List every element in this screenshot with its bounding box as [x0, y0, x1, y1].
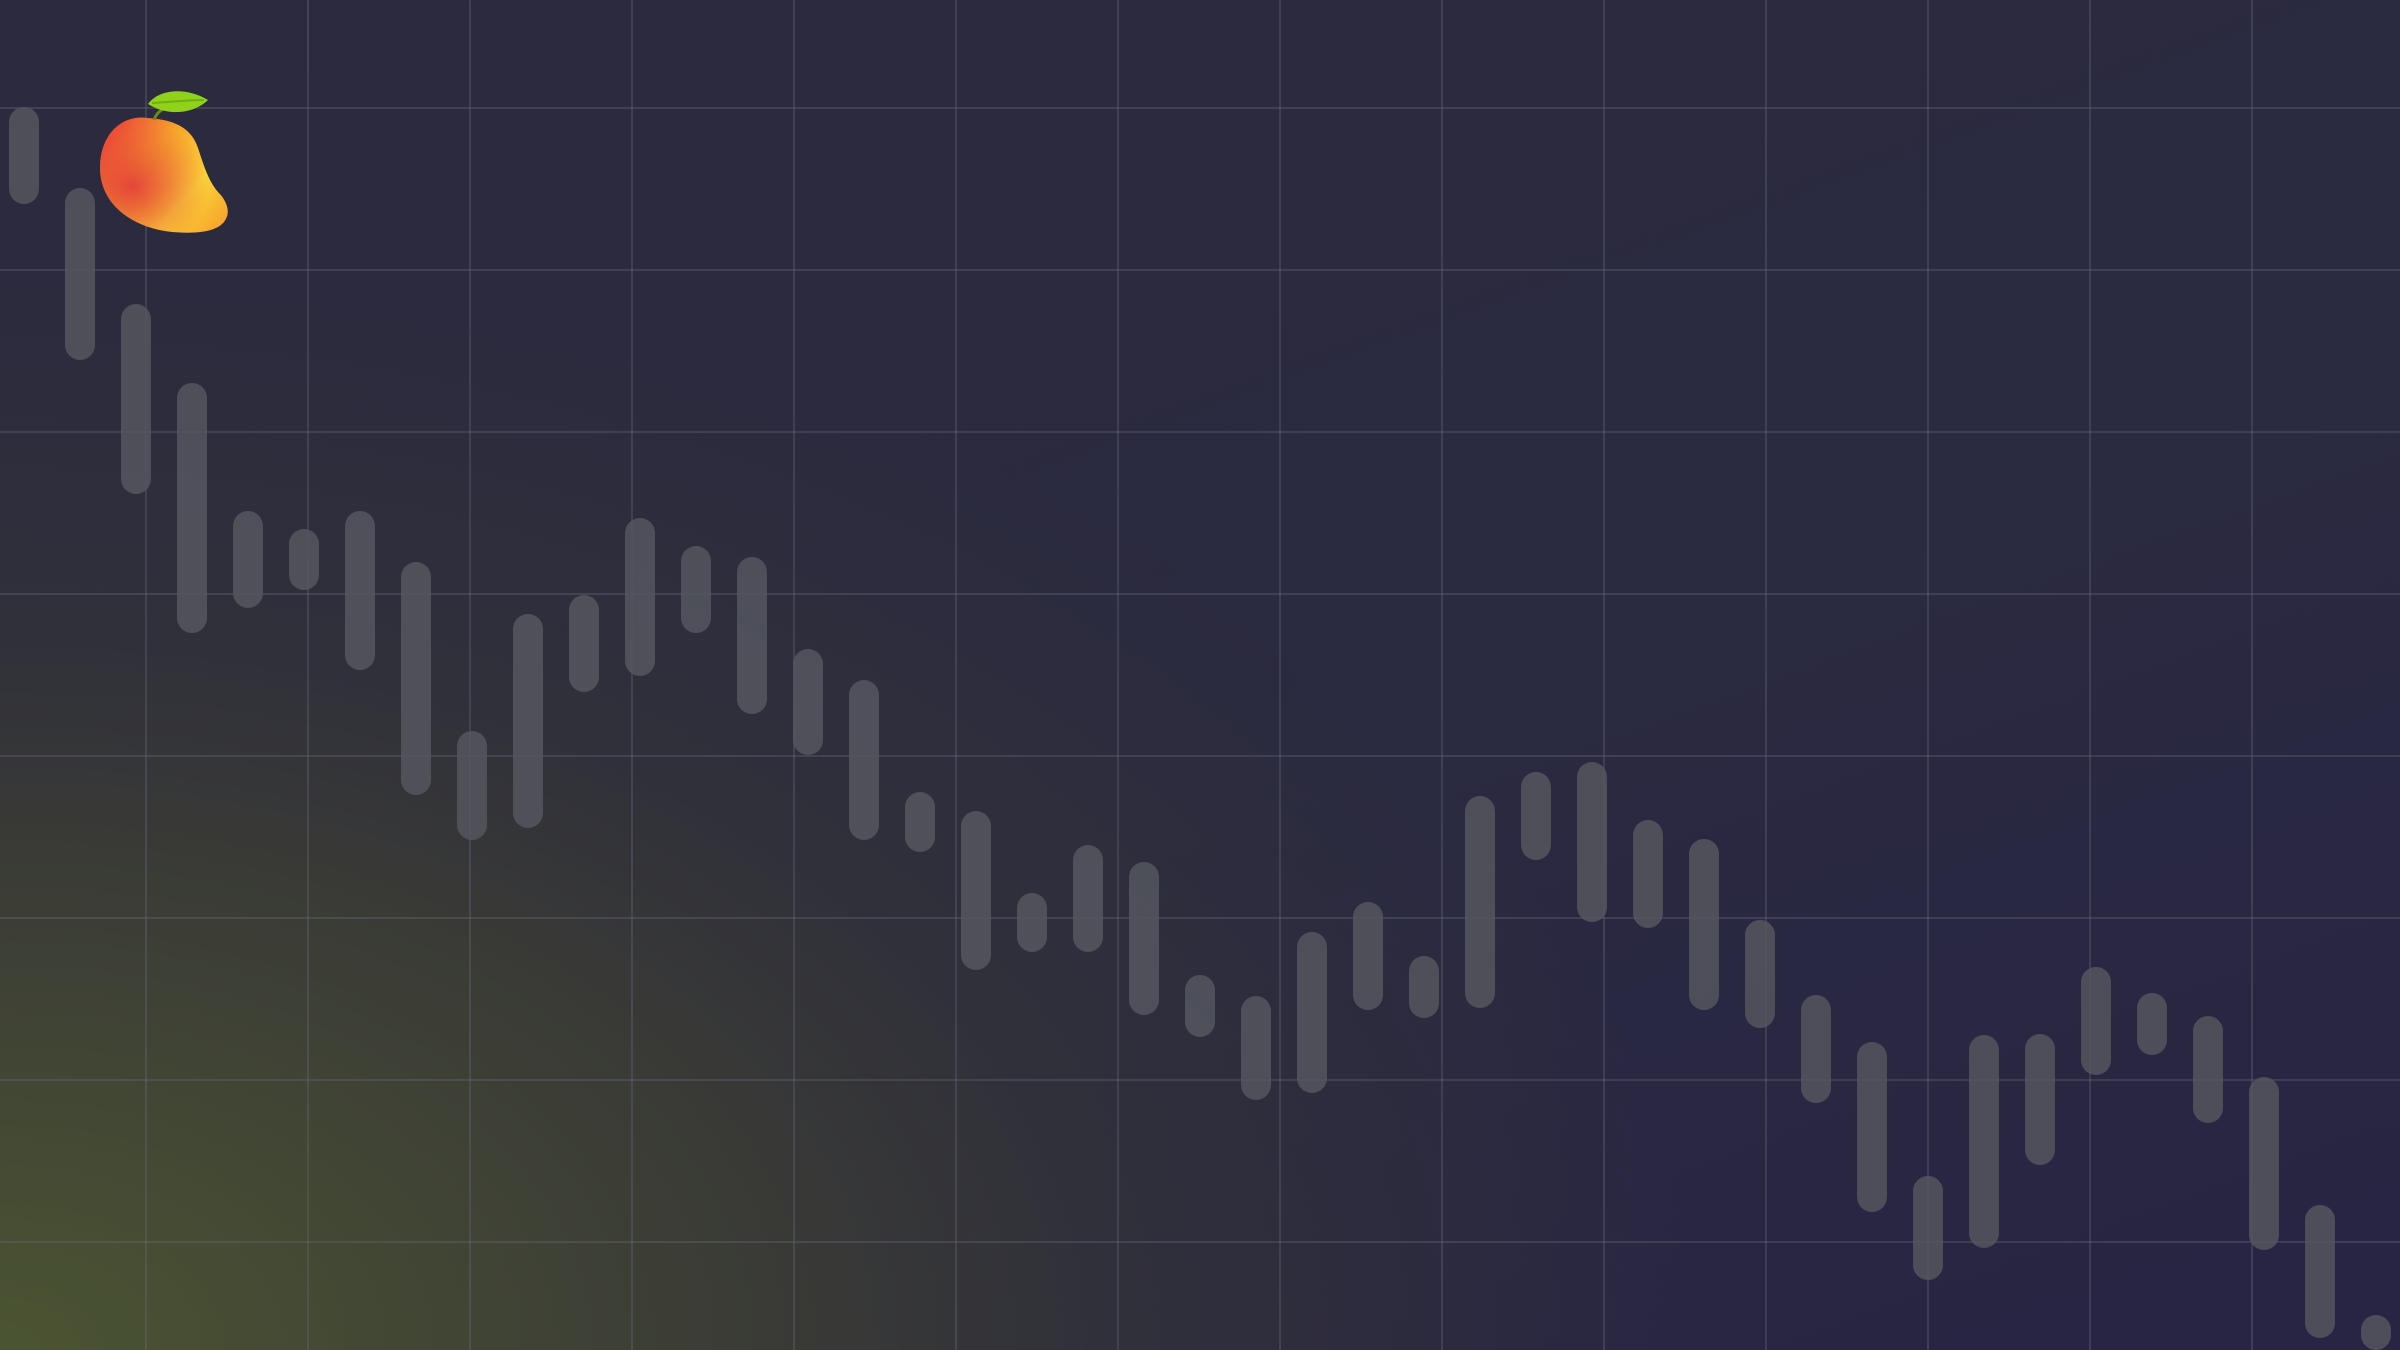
candle-bar — [177, 383, 207, 633]
candle-bar — [1409, 956, 1439, 1018]
candle-bar — [1633, 820, 1663, 928]
candle-bar — [1129, 862, 1159, 1015]
candle-bar — [1969, 1035, 1999, 1248]
candle-bar — [1241, 996, 1271, 1100]
candle-bar — [1465, 796, 1495, 1008]
candle-bar — [961, 811, 991, 970]
candle-bar — [1913, 1176, 1943, 1280]
candle-bar — [1353, 902, 1383, 1010]
candle-bar — [289, 529, 319, 590]
candle-bar — [1073, 845, 1103, 952]
candle-bar — [121, 304, 151, 494]
candle-bar — [737, 557, 767, 714]
candle-bar — [2305, 1205, 2335, 1338]
candle-bar — [65, 188, 95, 360]
candle-bar — [233, 511, 263, 608]
candle-bar — [1521, 772, 1551, 860]
candle-bar — [1577, 762, 1607, 922]
candle-bar — [1185, 975, 1215, 1037]
candle-bar — [9, 107, 39, 204]
candle-bar — [1801, 995, 1831, 1103]
candle-bar — [2081, 967, 2111, 1075]
candle-series — [9, 107, 2391, 1350]
candle-bar — [345, 511, 375, 670]
candle-bar — [2361, 1315, 2391, 1350]
candle-bar — [569, 595, 599, 692]
candle-bar — [401, 562, 431, 795]
candle-bar — [793, 649, 823, 755]
candle-bar — [1689, 839, 1719, 1010]
candle-bar — [2193, 1016, 2223, 1123]
candle-bar — [457, 731, 487, 840]
candle-bar — [513, 614, 543, 828]
candle-bar — [2249, 1077, 2279, 1250]
candle-bar — [1297, 932, 1327, 1093]
candle-bar — [681, 546, 711, 633]
candle-bar — [2025, 1034, 2055, 1165]
candle-bar — [1857, 1042, 1887, 1212]
candle-bar — [625, 518, 655, 676]
candle-bar — [1745, 920, 1775, 1028]
mango-logo-icon — [100, 91, 228, 233]
candle-bar — [2137, 993, 2167, 1055]
candle-bar — [905, 792, 935, 852]
candle-bar — [849, 680, 879, 840]
candle-bar — [1017, 893, 1047, 952]
